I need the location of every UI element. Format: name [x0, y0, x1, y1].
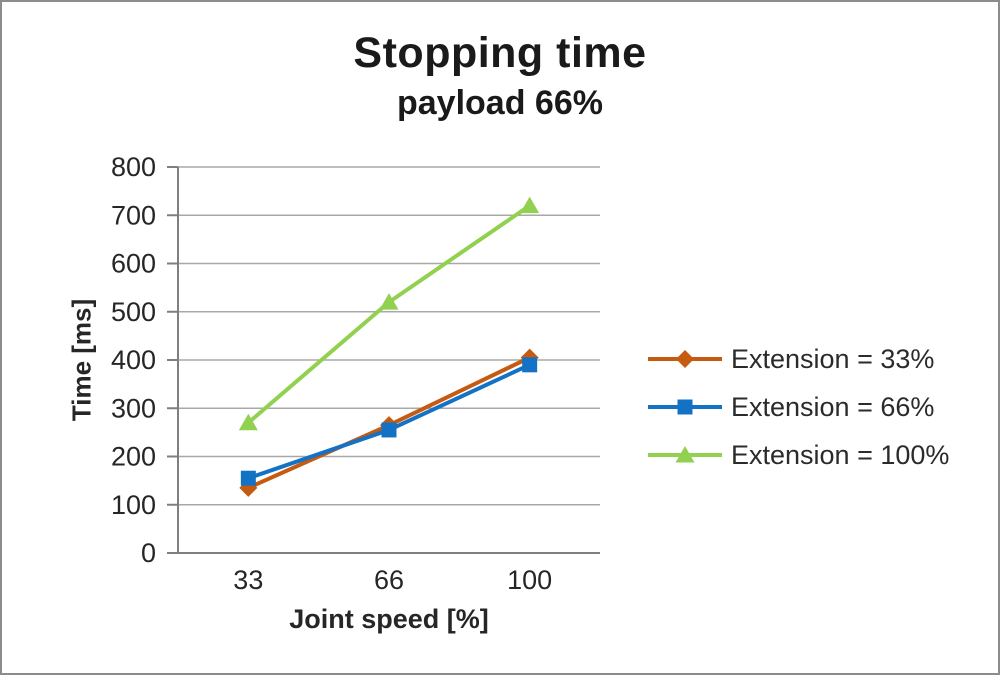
x-tick-label: 100 — [507, 565, 552, 595]
data-point-marker — [520, 196, 540, 214]
y-tick-label: 700 — [111, 200, 156, 230]
legend-marker-shape — [675, 446, 695, 463]
series-line — [246, 203, 532, 425]
y-tick-label: 0 — [141, 538, 156, 568]
x-tick-label: 33 — [233, 565, 263, 595]
legend-marker-shape — [677, 399, 693, 415]
legend-item: Extension = 66% — [648, 383, 949, 431]
data-point-marker — [522, 357, 538, 373]
legend-label: Extension = 33% — [731, 343, 935, 374]
data-point-marker — [240, 470, 256, 486]
y-tick-label: 400 — [111, 345, 156, 375]
legend: Extension = 33% Extension = 66% Extensio… — [648, 335, 949, 479]
y-tick-label: 100 — [111, 490, 156, 520]
legend-marker-square-icon — [648, 399, 722, 415]
legend-marker-triangle-icon — [648, 446, 722, 463]
data-point-marker — [379, 293, 399, 310]
chart-title: Stopping time — [353, 29, 647, 77]
y-tick-label: 600 — [111, 249, 156, 279]
x-axis-title: Joint speed [%] — [289, 604, 489, 634]
data-point-marker — [238, 413, 258, 431]
legend-marker-shape — [676, 350, 694, 368]
legend-item: Extension = 33% — [648, 335, 949, 383]
data-point-marker — [381, 422, 397, 438]
legend-marker-diamond-icon — [648, 350, 722, 368]
y-tick-label: 300 — [111, 393, 156, 423]
y-tick-label: 500 — [111, 297, 156, 327]
y-axis-title: Time [ms] — [66, 298, 97, 422]
y-tick-label: 200 — [111, 442, 156, 472]
legend-label: Extension = 100% — [731, 439, 950, 470]
y-tick-label: 800 — [111, 152, 156, 182]
x-tick-label: 66 — [374, 565, 404, 595]
legend-item: Extension = 100% — [648, 431, 949, 479]
chart-subtitle: payload 66% — [397, 84, 603, 122]
legend-label: Extension = 66% — [731, 391, 935, 422]
